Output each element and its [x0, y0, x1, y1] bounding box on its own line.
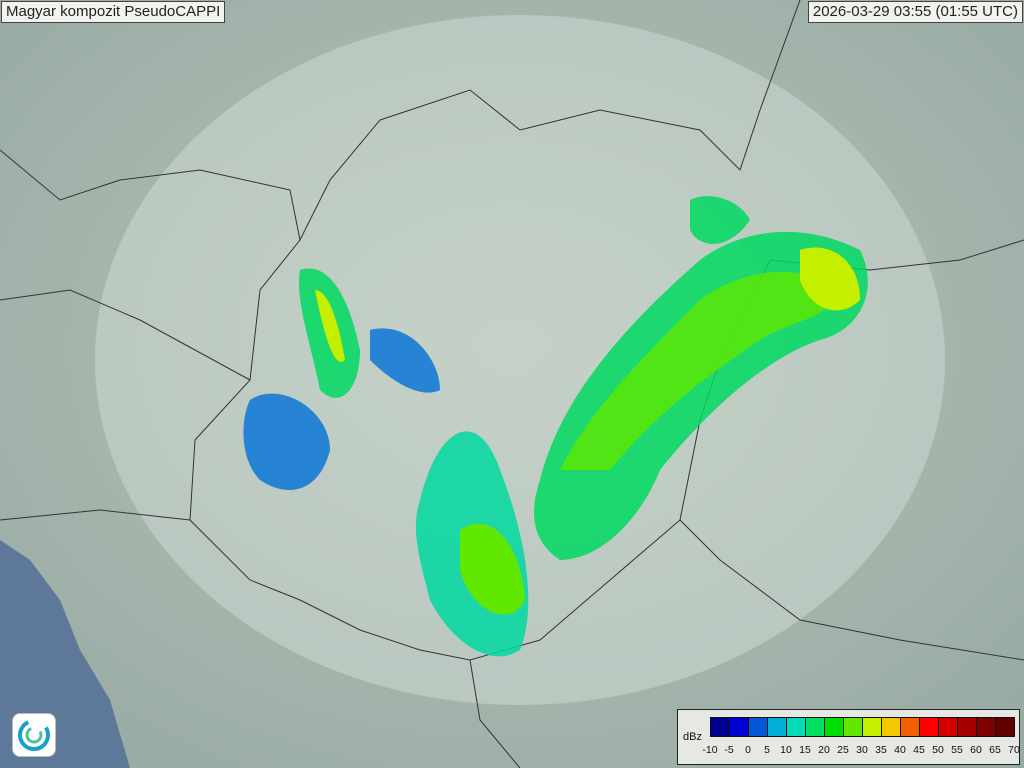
legend-tick-label: 70 — [1008, 744, 1020, 756]
legend-swatch — [901, 718, 920, 736]
legend-swatch — [730, 718, 749, 736]
legend-tick-label: 0 — [745, 744, 751, 756]
legend-swatch — [996, 718, 1014, 736]
legend-swatch — [806, 718, 825, 736]
legend-swatch — [939, 718, 958, 736]
legend-tick-label: 45 — [913, 744, 925, 756]
legend-swatch — [920, 718, 939, 736]
legend-swatch — [863, 718, 882, 736]
legend-swatch — [749, 718, 768, 736]
timestamp: 2026-03-29 03:55 (01:55 UTC) — [807, 1, 1023, 23]
legend-tick-label: 5 — [764, 744, 770, 756]
legend-tick-label: -5 — [724, 744, 734, 756]
legend-swatch — [977, 718, 996, 736]
legend-swatch — [958, 718, 977, 736]
radar-echoes — [243, 196, 868, 657]
legend-tick-label: -10 — [702, 744, 718, 756]
radar-coverage-area — [95, 15, 945, 705]
legend-tick-label: 35 — [875, 744, 887, 756]
legend-swatch — [768, 718, 787, 736]
legend-tick-label: 10 — [780, 744, 792, 756]
legend-tick-label: 65 — [989, 744, 1001, 756]
legend-tick-label: 30 — [856, 744, 868, 756]
legend-tick-label: 55 — [951, 744, 963, 756]
legend-tick-label: 50 — [932, 744, 944, 756]
legend-swatch — [825, 718, 844, 736]
legend-tick-label: 40 — [894, 744, 906, 756]
legend-colorbar — [710, 717, 1015, 737]
legend-swatch — [711, 718, 730, 736]
product-title: Magyar kompozit PseudoCAPPI — [1, 1, 226, 23]
legend-ticks: -10 -5 0 5 10 15 20 25 30 35 40 45 50 55 60 65 70 — [700, 744, 1024, 758]
legend-swatch — [787, 718, 806, 736]
dbz-legend: dBz -10 -5 0 5 10 15 20 25 30 35 40 45 50 55 60 65 70 — [677, 709, 1020, 765]
adriatic-sea — [0, 540, 130, 768]
legend-tick-label: 15 — [799, 744, 811, 756]
legend-tick-label: 25 — [837, 744, 849, 756]
legend-unit: dBz — [683, 731, 702, 743]
legend-tick-label: 20 — [818, 744, 830, 756]
legend-swatch — [844, 718, 863, 736]
legend-tick-label: 60 — [970, 744, 982, 756]
omsz-logo-icon — [12, 713, 56, 757]
legend-swatch — [882, 718, 901, 736]
